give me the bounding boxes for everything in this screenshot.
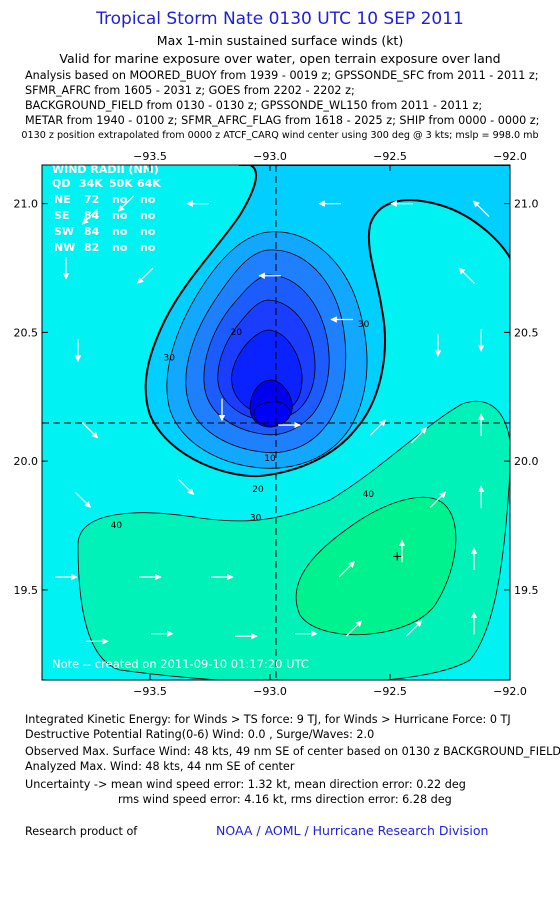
contour-fill-outer — [42, 165, 242, 420]
wind-radii-header-qd: QD — [52, 177, 70, 190]
dpr-line: Destructive Potential Rating(0-6) Wind: … — [25, 728, 375, 741]
wind-vector — [345, 620, 363, 637]
contour-labels: 30 20 30 10 20 30 40 40 — [111, 320, 375, 531]
wind-radii-row-quadrant: NE — [54, 193, 71, 206]
y-tick-label-right: 21.0 — [514, 198, 539, 211]
x-tick-label-top: −93.0 — [253, 150, 287, 163]
x-tick-label-bottom: −93.5 — [133, 685, 167, 698]
x-tick-label-bottom: −92.5 — [373, 685, 407, 698]
contour-label: 10 — [264, 454, 276, 464]
wind-analysis-chart: 30 20 30 10 20 30 40 40 WIND RADII (NM) QD 34K … — [14, 150, 539, 698]
max-wind-marker — [393, 552, 402, 561]
chart-title: Tropical Storm Nate 0130 UTC 10 SEP 2011 — [96, 9, 464, 29]
wind-vector — [369, 419, 387, 436]
wind-vector — [473, 200, 490, 217]
contour-label: 20 — [252, 485, 264, 495]
contour-label: 40 — [111, 521, 123, 531]
wind-radii-row-quadrant: SE — [54, 209, 69, 222]
contour-label: 30 — [358, 320, 370, 330]
analysis-line-4: METAR from 1940 - 0100 z; SFMR_AFRC_FLAG… — [25, 114, 540, 127]
contour-label: 30 — [250, 513, 262, 523]
wind-radii-row-64k: no — [140, 209, 156, 222]
wind-radii-header-64k: 64K — [137, 177, 161, 190]
y-tick-label-right: 20.5 — [514, 326, 539, 339]
axes: −93.5 −93.5 −93.0 −93.0 −92.5 −92.5 −92.0 −92.0… — [14, 150, 539, 698]
plot-frame — [41, 164, 511, 681]
wind-radii-row-64k: no — [140, 225, 156, 238]
noaa-link[interactable]: NOAA / AOML / Hurricane Research Divisio… — [216, 823, 489, 838]
wind-radii-row-34k: 84 — [84, 225, 100, 238]
chart-subtitle-exposure: Valid for marine exposure over water, op… — [59, 51, 501, 66]
wind-vector — [429, 491, 447, 508]
contour-label: 40 — [363, 490, 375, 500]
wind-vector — [117, 195, 135, 212]
creation-note: Note -- created on 2011-09-10 01:17:20 U… — [52, 657, 309, 671]
observed-max-line: Observed Max. Surface Wind: 48 kts, 49 n… — [25, 745, 560, 758]
wind-radii-table: WIND RADII (NM) QD 34K 50K 64K NE 72 no … — [52, 163, 161, 254]
wind-vector — [405, 620, 423, 637]
y-tick-label-left: 20.0 — [14, 455, 39, 468]
wind-radii-row-50k: no — [112, 193, 128, 206]
uncertainty-line-2: rms wind speed error: 4.16 kt, rms direc… — [118, 793, 452, 806]
wind-radii-row-64k: no — [140, 193, 156, 206]
y-tick-label-right: 19.5 — [514, 584, 539, 597]
y-tick-label-left: 19.5 — [14, 584, 39, 597]
y-tick-label-left: 21.0 — [14, 198, 39, 211]
position-note: 0130 z position extrapolated from 0000 z… — [21, 130, 539, 141]
analysis-line-3: BACKGROUND_FIELD from 0130 - 0130 z; GPS… — [25, 99, 483, 112]
uncertainty-line-1: Uncertainty -> mean wind speed error: 1.… — [25, 778, 466, 791]
analyzed-max-line: Analyzed Max. Wind: 48 kts, 44 nm SE of … — [25, 760, 295, 773]
wind-radii-row-34k: 82 — [84, 241, 99, 254]
wind-vector — [177, 478, 195, 496]
wind-radii-row-34k: 72 — [84, 193, 99, 206]
wind-vector — [338, 561, 355, 578]
wind-radii-row-quadrant: SW — [54, 225, 74, 238]
wind-vectors — [55, 195, 490, 645]
y-tick-label-left: 20.5 — [14, 326, 39, 339]
x-tick-label-top: −92.5 — [373, 150, 407, 163]
wind-radii-header-34k: 34K — [79, 177, 103, 190]
wind-vector — [81, 208, 99, 225]
ike-line: Integrated Kinetic Energy: for Winds > T… — [25, 713, 511, 726]
wind-radii-row-50k: no — [112, 241, 128, 254]
wind-radii-header-50k: 50K — [109, 177, 133, 190]
y-tick-label-right: 20.0 — [514, 455, 539, 468]
x-tick-label-top: −92.0 — [493, 150, 527, 163]
wind-radii-row-50k: no — [112, 209, 128, 222]
wind-vector — [458, 267, 475, 284]
x-tick-label-bottom: −93.0 — [253, 685, 287, 698]
wind-vector — [410, 427, 427, 444]
wind-radii-row-64k: no — [140, 241, 156, 254]
analysis-line-1: Analysis based on MOORED_BUOY from 1939 … — [25, 69, 539, 82]
wind-radii-row-50k: no — [112, 225, 128, 238]
analysis-line-2: SFMR_AFRC from 1605 - 2031 z; GOES from … — [25, 84, 355, 97]
wind-vector — [81, 422, 99, 439]
wind-vector — [137, 267, 154, 284]
wind-radii-title: WIND RADII (NM) — [52, 163, 159, 176]
x-tick-label-top: −93.5 — [133, 150, 167, 163]
wind-radii-row-34k: 84 — [84, 209, 100, 222]
chart-subtitle-field: Max 1-min sustained surface winds (kt) — [156, 33, 404, 48]
contour-label: 30 — [163, 354, 175, 364]
contour-fill-inner — [253, 401, 291, 427]
contour-fill-45 — [295, 497, 457, 636]
research-label: Research product of — [25, 825, 138, 838]
contour-label: 20 — [231, 328, 243, 338]
x-tick-label-bottom: −92.0 — [493, 685, 527, 698]
wind-radii-row-quadrant: NW — [54, 241, 75, 254]
wind-vector — [74, 491, 91, 508]
plot-area: 30 20 30 10 20 30 40 40 WIND RADII (NM) QD 34K … — [42, 163, 510, 680]
